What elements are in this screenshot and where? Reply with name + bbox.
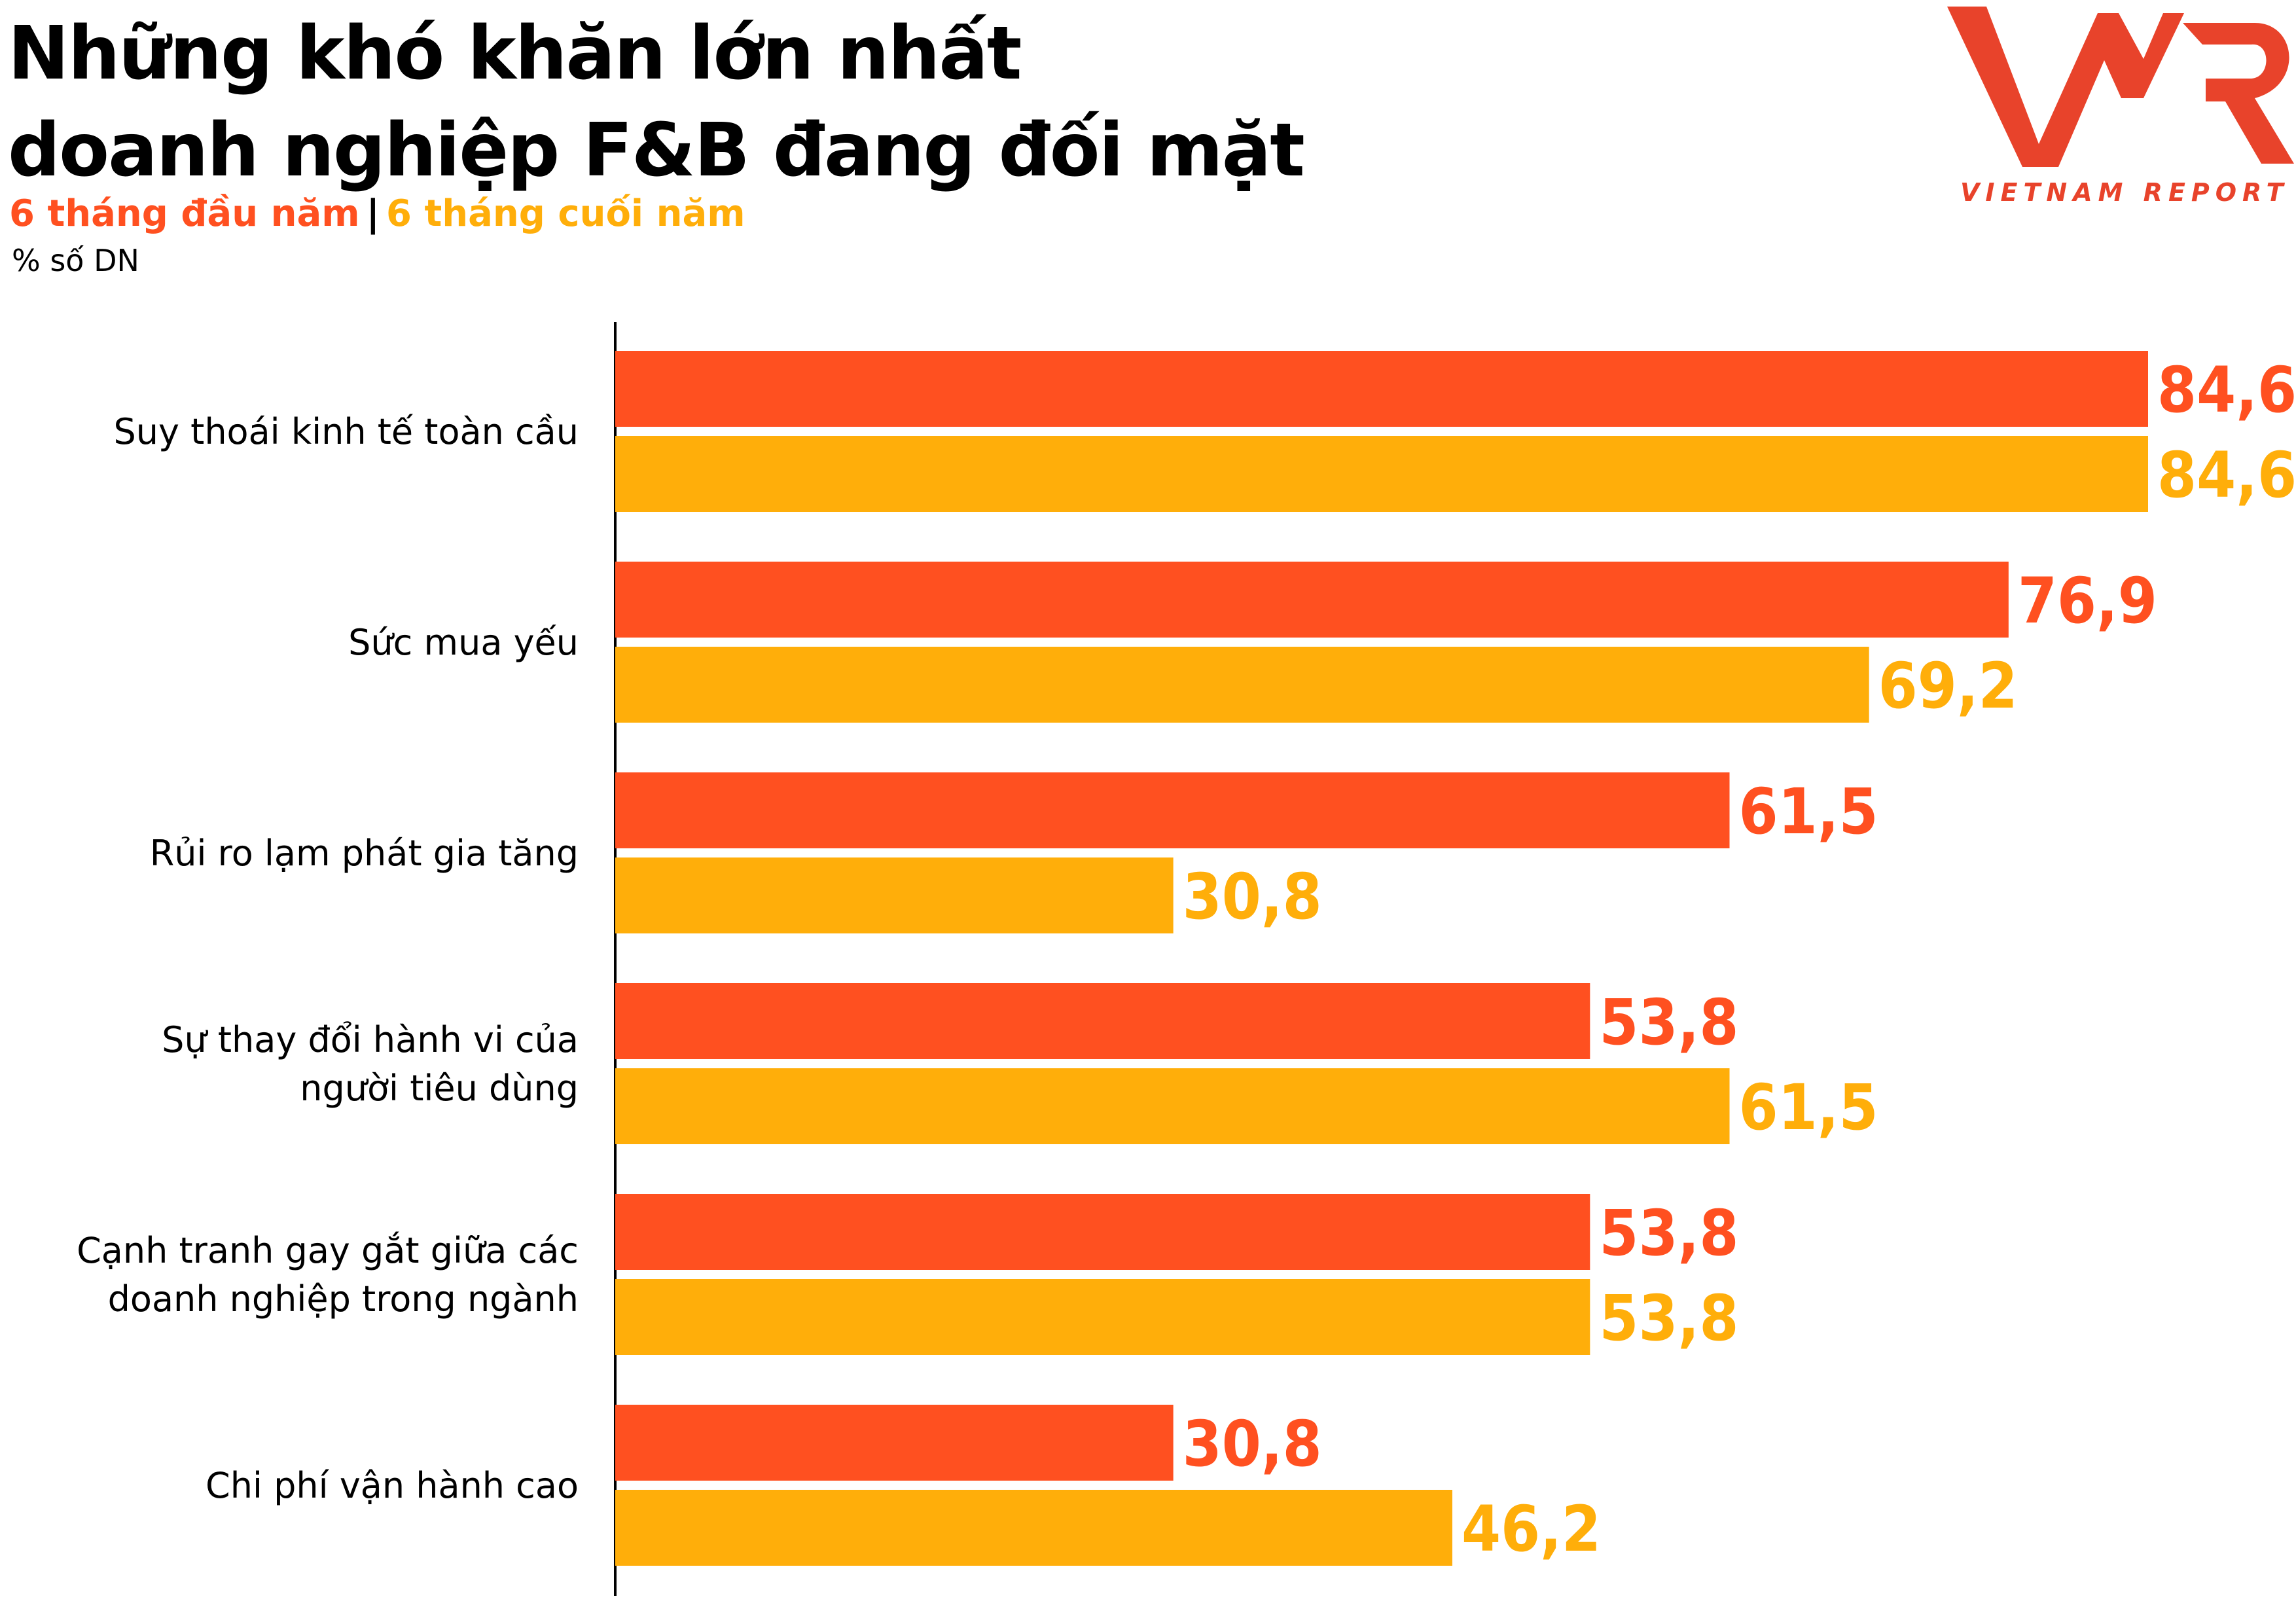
- value-label: 30,8: [1183, 860, 1322, 933]
- category-label: Sự thay đổi hành vi của người tiêu dùng: [162, 1019, 579, 1109]
- value-label: 61,5: [1739, 1071, 1878, 1144]
- value-label: 84,6: [2157, 439, 2296, 512]
- bar-first-half: [615, 772, 1730, 848]
- bar-first-half: [615, 562, 2009, 638]
- bar-first-half: [615, 1405, 1174, 1481]
- bar-second-half: [615, 1068, 1730, 1144]
- logo-caption: VIETNAM REPORT: [1960, 178, 2289, 207]
- unit-label: % số DN: [12, 243, 139, 278]
- title-line-1: Những khó khăn lớn nhất: [8, 11, 1022, 96]
- bar-second-half: [615, 647, 1869, 723]
- category-label: Cạnh tranh gay gắt giữa các doanh nghiệp …: [77, 1230, 579, 1320]
- bar-first-half: [615, 351, 2148, 427]
- category-label: Sức mua yếu: [348, 622, 579, 663]
- vnr-logo: [1947, 7, 2294, 167]
- category-label: Suy thoái kinh tế toàn cầu: [114, 411, 579, 452]
- title-line-2: doanh nghiệp F&B đang đối mặt: [8, 108, 1305, 193]
- value-label: 84,6: [2157, 353, 2296, 427]
- bar-first-half: [615, 983, 1590, 1059]
- legend-first-half: 6 tháng đầu năm: [9, 192, 360, 235]
- value-label: 46,2: [1462, 1492, 1601, 1566]
- bar-second-half: [615, 436, 2148, 512]
- legend-second-half: 6 tháng cuối năm: [386, 192, 745, 235]
- value-label: 69,2: [1878, 649, 2018, 723]
- bar-second-half: [615, 857, 1174, 933]
- category-label: Chi phí vận hành cao: [206, 1465, 579, 1506]
- value-label: 76,9: [2018, 564, 2157, 638]
- bar-first-half: [615, 1194, 1590, 1270]
- bar-second-half: [615, 1279, 1590, 1355]
- legend: 6 tháng đầu năm | 6 tháng cuối năm: [9, 191, 745, 237]
- bar-second-half: [615, 1490, 1452, 1566]
- chart-title: Những khó khăn lớn nhất doanh nghiệp F&B…: [8, 5, 1305, 199]
- value-label: 61,5: [1739, 775, 1878, 848]
- category-label: Rủi ro lạm phát gia tăng: [150, 833, 579, 874]
- value-label: 30,8: [1183, 1407, 1322, 1481]
- value-label: 53,8: [1599, 1282, 1738, 1355]
- value-label: 53,8: [1599, 1197, 1738, 1270]
- value-label: 53,8: [1599, 986, 1738, 1059]
- legend-separator: |: [366, 192, 380, 235]
